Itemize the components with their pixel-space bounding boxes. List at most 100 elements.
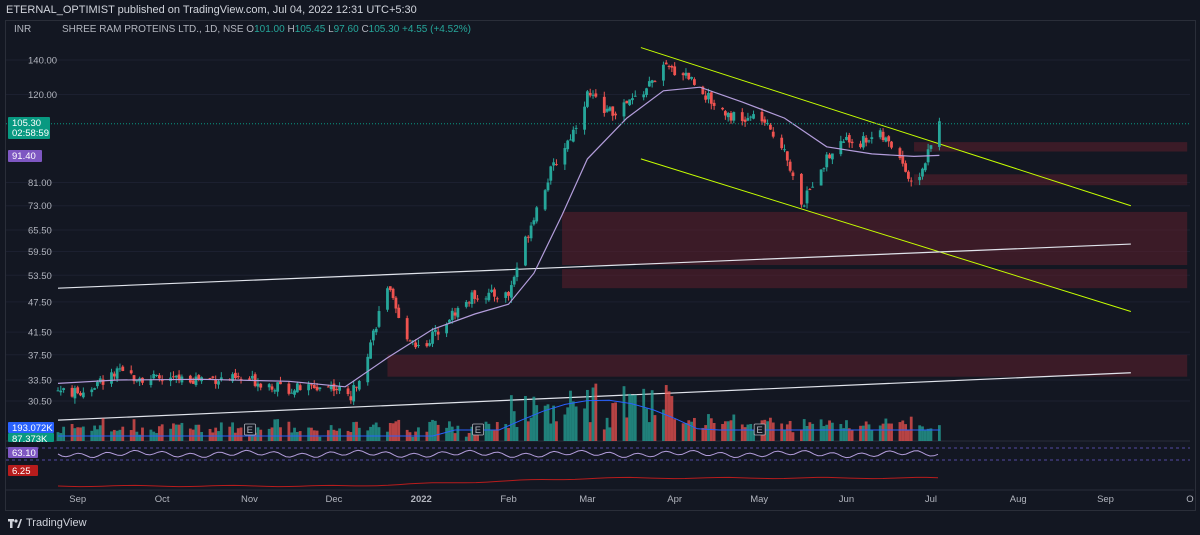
volume-bar — [417, 427, 420, 441]
candle-body — [907, 171, 910, 179]
candle-body — [574, 127, 578, 129]
volume-bar — [96, 429, 99, 441]
candle-body — [819, 169, 823, 186]
candle-body — [662, 64, 665, 81]
volume-bar — [357, 427, 361, 441]
volume-bar — [160, 424, 164, 441]
volume-bar — [504, 424, 508, 441]
volume-bar — [842, 428, 846, 441]
change-value: +4.55 (+4.52%) — [402, 24, 471, 35]
high-label: H — [287, 24, 295, 35]
axis-value-tag: 105.30 — [12, 118, 41, 129]
candle-body — [653, 81, 657, 83]
x-tick-label: Aug — [1010, 494, 1027, 505]
candle-body — [279, 381, 282, 385]
volume-bar — [191, 429, 195, 441]
volume-bar — [155, 433, 158, 441]
volume-bar — [397, 419, 401, 441]
candle-body — [236, 376, 240, 378]
volume-bar — [740, 424, 744, 441]
candle-body — [490, 289, 494, 292]
candle-body — [310, 384, 313, 386]
candle-body — [157, 375, 161, 379]
tradingview-logo[interactable]: TradingView — [8, 512, 87, 535]
candle-body — [546, 182, 550, 191]
candle-body — [532, 220, 536, 225]
candle-body — [690, 77, 693, 79]
volume-bar — [732, 414, 736, 441]
volume-bar — [585, 389, 589, 441]
volume-bar — [214, 427, 218, 441]
y-tick-label: 140.00 — [28, 56, 57, 67]
volume-bar — [76, 427, 80, 441]
x-tick-label: 2022 — [411, 494, 432, 505]
supply-zone — [562, 211, 1188, 266]
volume-bar — [749, 423, 753, 441]
candle-body — [90, 389, 94, 393]
candle-body — [605, 108, 609, 112]
y-tick-label: 47.50 — [28, 297, 52, 308]
candle-body — [59, 390, 63, 393]
candle-body — [352, 385, 356, 402]
candle-body — [394, 297, 398, 309]
candle-body — [670, 66, 674, 68]
volume-bar — [909, 416, 913, 441]
volume-bar — [445, 427, 448, 441]
volume-bar — [338, 428, 341, 441]
volume-bar — [157, 426, 161, 441]
candle-body — [267, 384, 271, 388]
volume-bar — [484, 421, 488, 441]
candle-body — [512, 276, 516, 285]
candle-body — [763, 119, 767, 123]
open-label: O — [246, 24, 255, 35]
candle-body — [453, 312, 457, 316]
oscillator-line — [57, 449, 939, 459]
candle-body — [76, 387, 80, 394]
candle-body — [431, 331, 434, 344]
volume-bar — [408, 432, 412, 441]
volume-bar — [388, 422, 392, 441]
candle-body — [881, 131, 885, 141]
candle-body — [487, 292, 491, 301]
candle-body — [371, 330, 375, 341]
candle-body — [614, 113, 617, 116]
candle-body — [467, 302, 471, 304]
volume-bar — [690, 421, 693, 441]
volume-bar — [901, 420, 905, 441]
candle-body — [115, 368, 119, 379]
candle-body — [645, 88, 648, 95]
candle-body — [859, 143, 862, 148]
axis-value-tag-box — [8, 465, 38, 476]
volume-bar — [121, 426, 125, 441]
candle-body — [326, 386, 330, 388]
volume-bar — [433, 420, 437, 441]
volume-bar — [622, 386, 626, 441]
y-tick-label: 33.50 — [28, 376, 52, 387]
candle-body — [552, 162, 556, 166]
volume-bar — [907, 430, 910, 441]
candle-body — [681, 73, 685, 76]
x-tick-label: Dec — [326, 494, 343, 505]
candle-body — [622, 102, 626, 117]
candle-body — [315, 386, 319, 391]
candle-body — [219, 377, 223, 380]
candle-body — [845, 136, 848, 140]
volume-bar — [279, 427, 282, 441]
volume-bar — [490, 429, 494, 441]
trendline-channel-top — [640, 47, 1132, 207]
tradingview-icon — [8, 519, 22, 528]
candle-body — [766, 123, 770, 125]
candle-body — [473, 290, 477, 299]
candle-body — [847, 135, 851, 143]
volume-bar — [287, 421, 291, 441]
volume-bar — [628, 393, 632, 441]
volume-bar — [566, 407, 570, 441]
candle-body — [425, 343, 429, 347]
candle-body — [507, 291, 510, 296]
volume-bar — [726, 421, 730, 441]
candle-body — [73, 388, 77, 399]
volume-bar — [132, 419, 136, 441]
candle-body — [864, 137, 868, 143]
volume-bar — [845, 420, 848, 441]
